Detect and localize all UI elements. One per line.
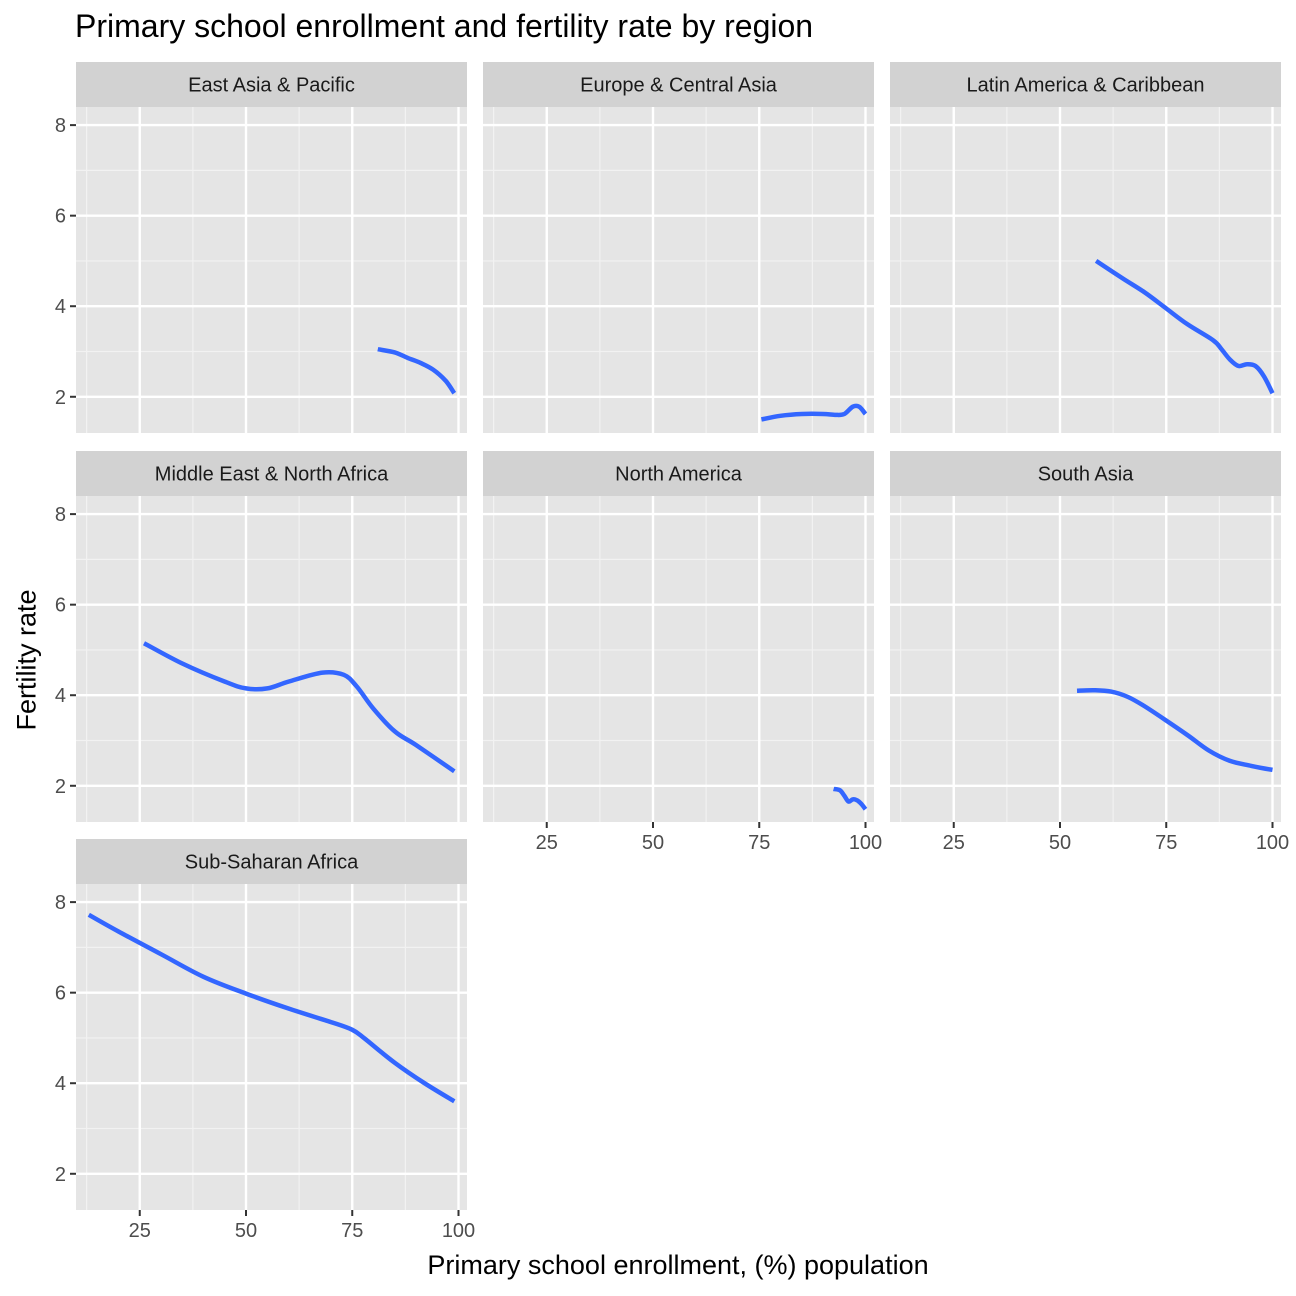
y-tick-label: 8 xyxy=(55,504,66,526)
x-tick-label: 25 xyxy=(129,1220,151,1242)
facet-strip-north-america xyxy=(483,451,874,496)
y-tick-label: 6 xyxy=(55,595,66,617)
panel-background-east-asia-and-pacific xyxy=(76,107,467,433)
x-tick-label: 75 xyxy=(341,1220,363,1242)
chart-title: Primary school enrollment and fertility … xyxy=(75,8,814,44)
facet-strip-sub-saharan-africa xyxy=(76,839,467,884)
series-line-sub-saharan-africa xyxy=(87,912,456,1104)
facet-label-sub-saharan-africa: Sub-Saharan Africa xyxy=(185,852,359,874)
facet-label-north-america: North America xyxy=(615,464,743,486)
panel-background-europe-and-central-asia xyxy=(483,107,874,433)
y-tick-label: 8 xyxy=(55,115,66,137)
y-axis-title: Fertility rate xyxy=(11,589,42,731)
y-tick-label: 8 xyxy=(55,892,66,914)
facet-label-latin-america-and-caribbean: Latin America & Caribbean xyxy=(967,75,1205,97)
x-tick-label: 75 xyxy=(1155,832,1177,854)
series-line-east-asia-and-pacific xyxy=(377,346,457,395)
x-tick-label: 25 xyxy=(943,832,965,854)
y-tick-label: 4 xyxy=(55,296,66,318)
y-tick-label: 2 xyxy=(55,776,66,798)
series-line-middle-east-and-north-africa xyxy=(142,641,456,774)
x-tick-label: 25 xyxy=(536,832,558,854)
y-tick-label: 4 xyxy=(55,1073,66,1095)
panel-background-north-america xyxy=(483,496,874,822)
x-tick-label: 50 xyxy=(642,832,664,854)
series-line-south-asia xyxy=(1076,687,1273,773)
panel-background-latin-america-and-caribbean xyxy=(890,107,1281,433)
y-tick-label: 6 xyxy=(55,206,66,228)
x-tick-label: 50 xyxy=(1049,832,1071,854)
facet-label-middle-east-and-north-africa: Middle East & North Africa xyxy=(155,464,389,486)
panel-background-sub-saharan-africa xyxy=(76,884,467,1210)
y-tick-label: 2 xyxy=(55,1164,66,1186)
x-tick-label: 100 xyxy=(849,832,882,854)
facet-strip-middle-east-and-north-africa xyxy=(76,451,467,496)
x-tick-label: 50 xyxy=(235,1220,257,1242)
y-tick-label: 2 xyxy=(55,387,66,409)
y-tick-label: 4 xyxy=(55,685,66,707)
facet-label-europe-and-central-asia: Europe & Central Asia xyxy=(580,75,778,97)
facet-label-east-asia-and-pacific: East Asia & Pacific xyxy=(188,75,355,97)
series-line-europe-and-central-asia xyxy=(760,403,868,422)
x-axis-title: Primary school enrollment, (%) populatio… xyxy=(427,1250,929,1280)
x-tick-label: 100 xyxy=(1256,832,1289,854)
series-line-latin-america-and-caribbean xyxy=(1094,259,1275,395)
facet-label-south-asia: South Asia xyxy=(1038,464,1135,486)
facet-strip-europe-and-central-asia xyxy=(483,62,874,107)
series-line-north-america xyxy=(833,786,868,811)
x-tick-label: 100 xyxy=(442,1220,475,1242)
facet-strip-east-asia-and-pacific xyxy=(76,62,467,107)
facet-strip-south-asia xyxy=(890,451,1281,496)
panel-background-middle-east-and-north-africa xyxy=(76,496,467,822)
x-tick-label: 75 xyxy=(748,832,770,854)
panel-background-south-asia xyxy=(890,496,1281,822)
facet-strip-latin-america-and-caribbean xyxy=(890,62,1281,107)
y-tick-label: 6 xyxy=(55,983,66,1005)
